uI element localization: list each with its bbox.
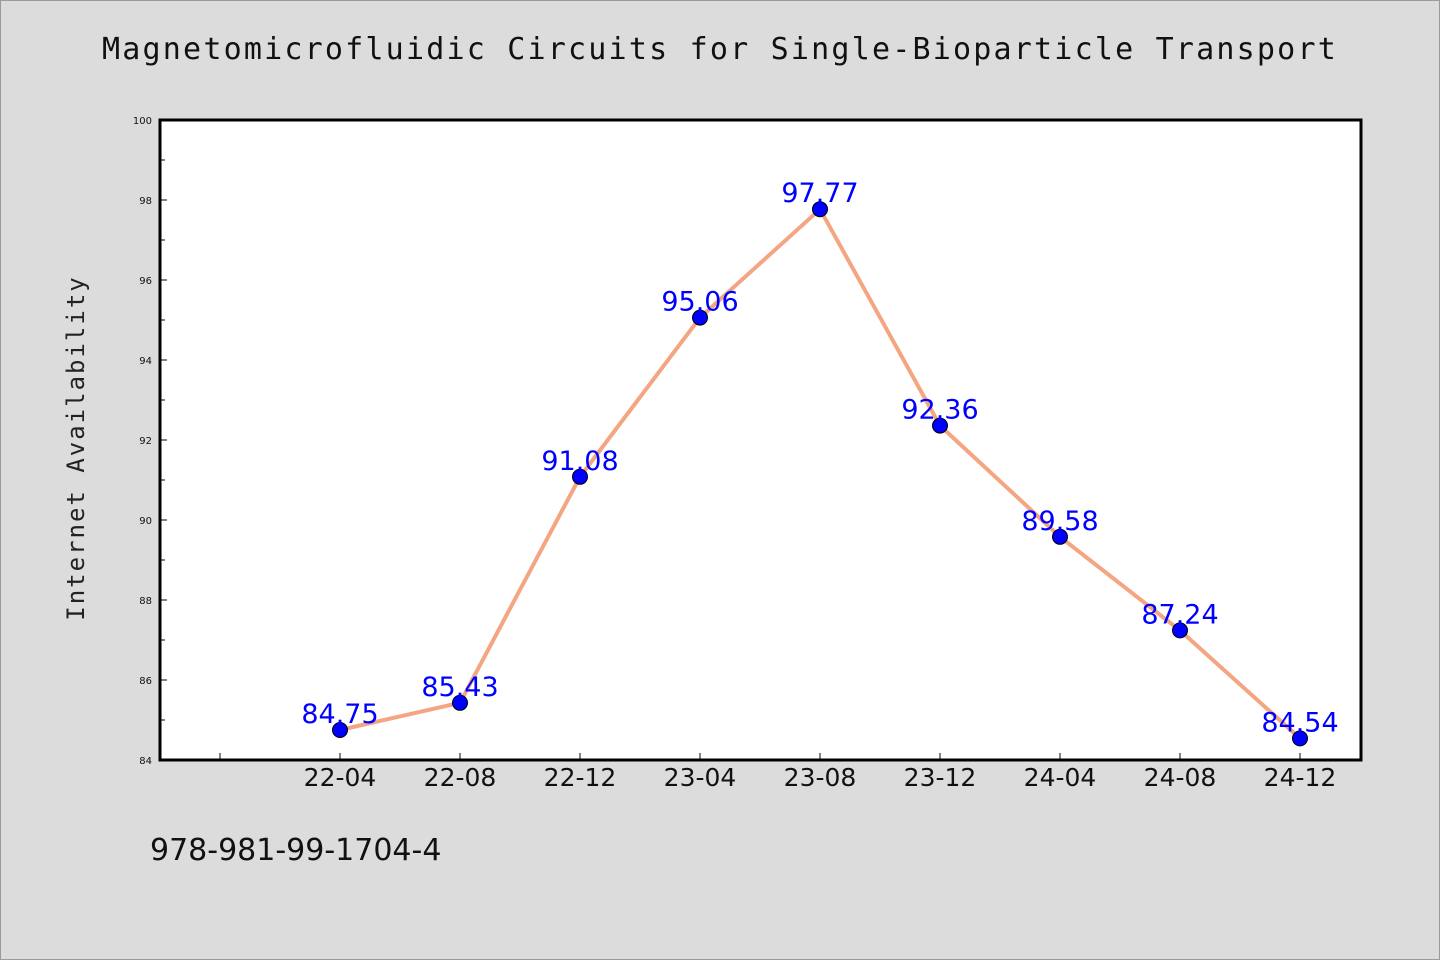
data-point — [932, 417, 948, 434]
y-tick-label: 84 — [139, 756, 152, 767]
data-point — [1292, 730, 1308, 747]
x-tick-label: 24-08 — [1144, 763, 1217, 792]
data-label: 95.06 — [661, 287, 738, 318]
plot-area — [158, 118, 1363, 762]
data-point — [692, 309, 708, 326]
y-tick-label: 96 — [139, 276, 152, 287]
y-tick-label: 90 — [139, 516, 152, 527]
data-label: 85.43 — [421, 672, 498, 703]
data-label: 87.24 — [1141, 599, 1218, 630]
chart-title: Magnetomicrofluidic Circuits for Single-… — [102, 32, 1338, 67]
data-label: 97.77 — [781, 178, 858, 209]
data-label: 84.54 — [1261, 707, 1338, 738]
y-tick-label: 100 — [133, 116, 152, 127]
x-tick-label: 24-12 — [1264, 763, 1337, 792]
data-point — [452, 694, 468, 711]
x-tick-label: 24-04 — [1024, 763, 1097, 792]
y-tick-label: 88 — [139, 596, 152, 607]
data-point — [332, 722, 348, 738]
data-label: 84.75 — [301, 699, 378, 730]
y-tick-label: 98 — [139, 196, 152, 207]
x-tick-label: 23-04 — [664, 763, 737, 792]
data-label: 92.36 — [901, 395, 978, 426]
x-tick-label: 23-12 — [904, 763, 977, 792]
y-axis-label: Internet Availability — [62, 275, 90, 620]
y-tick-label: 92 — [139, 436, 152, 447]
y-tick-label: 94 — [139, 356, 152, 367]
data-label: 91.08 — [541, 446, 618, 477]
x-tick-label: 22-12 — [544, 763, 617, 792]
data-point — [812, 201, 828, 218]
x-tick-label: 22-08 — [424, 763, 497, 792]
data-point — [1172, 622, 1188, 639]
x-tick-label: 22-04 — [304, 763, 377, 792]
y-tick-label: 86 — [139, 676, 152, 687]
isbn-text: 978-981-99-1704-4 — [150, 833, 442, 868]
data-point — [572, 468, 588, 485]
x-tick-label: 23-08 — [784, 763, 857, 792]
data-point — [1052, 528, 1068, 545]
data-label: 89.58 — [1021, 506, 1098, 537]
